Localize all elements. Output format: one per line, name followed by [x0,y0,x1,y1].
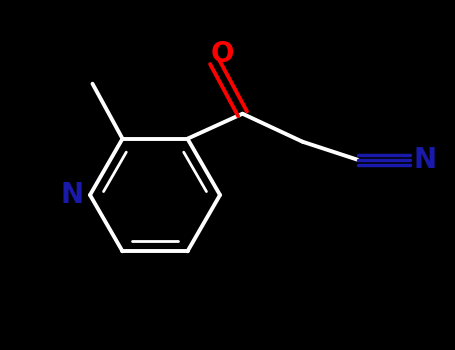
Text: O: O [211,40,234,68]
Text: N: N [61,181,84,209]
Text: N: N [414,146,437,174]
